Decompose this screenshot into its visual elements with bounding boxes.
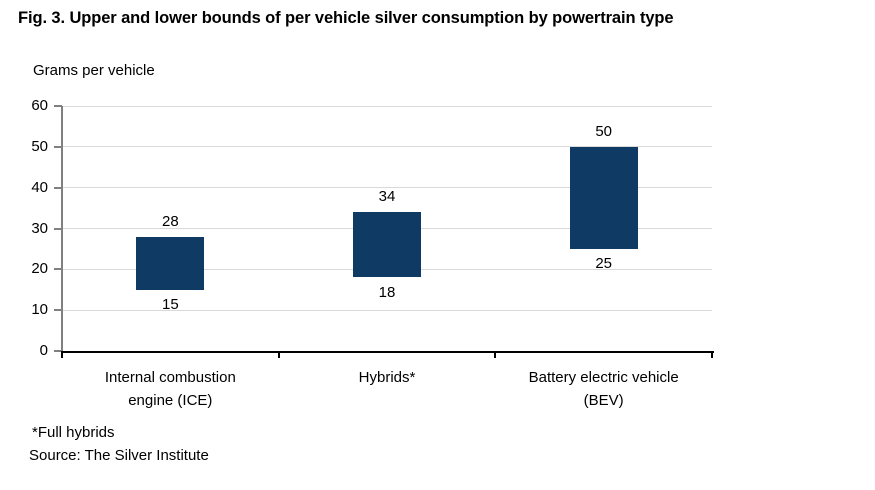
y-axis-tick [54, 350, 62, 352]
y-tick-label: 0 [39, 342, 48, 359]
category-label: Internal combustion engine (ICE) [55, 366, 285, 412]
lower-bound-label: 25 [595, 254, 612, 272]
y-axis-tick [54, 186, 62, 189]
gridline [62, 146, 712, 148]
range-bar [353, 212, 421, 278]
y-axis-tick [54, 145, 62, 148]
category-label-line: Battery electric vehicle [528, 369, 679, 386]
y-axis-tick [54, 268, 62, 271]
category-label: Battery electric vehicle (BEV) [489, 366, 719, 412]
category-label-line: Internal combustion [104, 369, 236, 386]
y-tick-label: 50 [31, 137, 48, 155]
y-axis-title: Grams per vehicle [33, 62, 155, 79]
x-axis-tick [494, 351, 497, 358]
y-tick-label: 10 [31, 301, 48, 319]
range-bar [136, 236, 205, 290]
lower-bound-label: 18 [378, 283, 396, 301]
category-label-line: Hybrids* [358, 369, 416, 386]
category-label: Hybrids* [272, 366, 502, 389]
upper-bound-label: 50 [595, 122, 612, 140]
y-axis-tick [54, 105, 62, 107]
y-axis-line [61, 106, 63, 351]
range-bar [569, 146, 638, 249]
y-axis-tick [54, 309, 62, 312]
x-axis-tick [61, 351, 63, 358]
y-axis-tick [54, 227, 62, 230]
x-axis-tick [711, 351, 713, 358]
footnote-full-hybrids: *Full hybrids [32, 424, 115, 441]
category-label-line: (BEV) [583, 392, 624, 409]
upper-bound-label: 28 [161, 212, 179, 230]
y-tick-label: 20 [31, 260, 48, 278]
gridline [62, 309, 712, 311]
gridline [62, 187, 712, 189]
figure-title: Fig. 3. Upper and lower bounds of per ve… [18, 9, 674, 27]
y-tick-label: 30 [31, 219, 48, 237]
x-axis-tick [277, 351, 280, 358]
x-axis-line [62, 351, 714, 353]
upper-bound-label: 34 [378, 188, 396, 206]
y-tick-label: 40 [31, 178, 48, 196]
source-note: Source: The Silver Institute [29, 447, 209, 464]
lower-bound-label: 15 [161, 295, 179, 313]
gridline [62, 105, 712, 107]
y-tick-label: 60 [31, 97, 48, 114]
category-label-line: engine (ICE) [128, 392, 213, 409]
